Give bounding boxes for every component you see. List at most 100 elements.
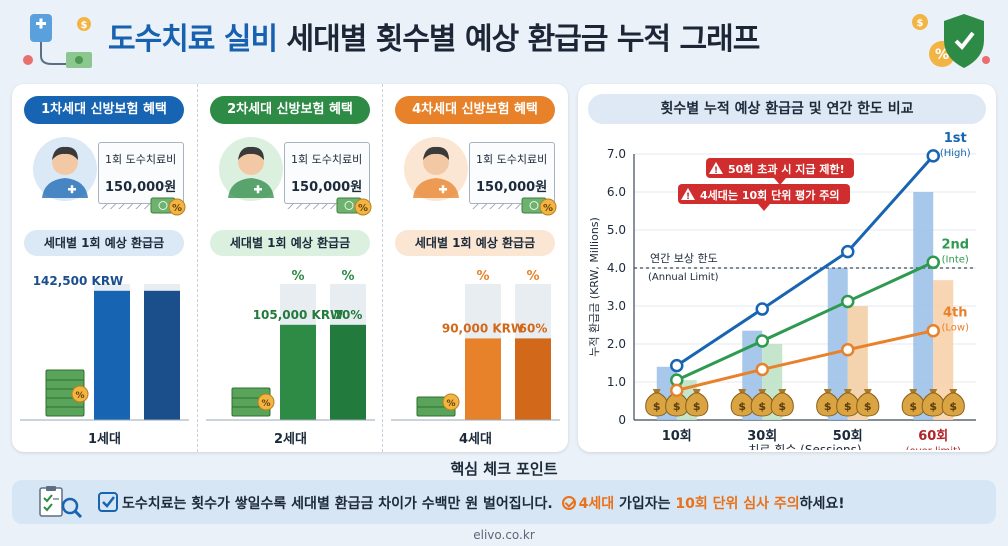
svg-text:!: ! — [714, 166, 718, 176]
svg-text:$: $ — [653, 400, 661, 413]
svg-text:$: $ — [758, 400, 766, 413]
percent-bar — [515, 338, 551, 420]
percent-symbol: % — [341, 269, 354, 284]
check-icon — [98, 492, 118, 512]
svg-text:$: $ — [949, 400, 957, 413]
receipt-label: 1회 도수치료비 — [476, 153, 548, 166]
series-label: 4th — [943, 306, 968, 321]
svg-text:%: % — [172, 203, 182, 214]
svg-text:!: ! — [686, 192, 690, 202]
person-avatar-icon — [219, 137, 283, 201]
cumulative-bar — [827, 268, 848, 420]
series-label: 1st — [944, 132, 967, 146]
percent-bar — [144, 290, 180, 420]
data-point — [755, 302, 769, 316]
gen-title: 1차세대 신방보험 혜택 — [24, 96, 184, 124]
receipt-amount: 150,000원 — [105, 180, 177, 195]
percent-symbol: % — [526, 269, 539, 284]
x-axis-label: 치료 횟수 (Sessions) — [748, 443, 861, 450]
receipt: 1회 도수치료비 150,000원 — [98, 142, 184, 209]
annotation-text: 4세대는 10회 단위 평가 주의 — [700, 188, 839, 202]
svg-text:$: $ — [824, 400, 832, 413]
svg-text:%: % — [446, 399, 455, 409]
percent-bar — [330, 324, 366, 420]
series-sub-label: (Low) — [942, 323, 970, 334]
svg-text:$: $ — [909, 400, 917, 413]
header: $ 도수치료 실비 세대별 횟수별 예상 환급금 누적 그래프 $ % — [0, 0, 1008, 80]
x-tick-label: 30회 — [747, 428, 777, 444]
cumulative-refund-chart: 0 1.0 2.0 3.0 4.0 5.0 6.0 7.0 누적 환급금 (KRW, Milli… — [588, 132, 976, 450]
gen-col-1: 1차세대 신방보험 혜택 1회 도수치료비 150,000원 % 세대별 1회 … — [12, 84, 197, 452]
gen-label: 2세대 — [274, 432, 307, 447]
refund-subtitle: 세대별 1회 예상 환급금 — [24, 230, 184, 256]
svg-text:$: $ — [778, 400, 786, 413]
y-tick-label: 0 — [618, 413, 626, 427]
percent-coin-icon: % — [257, 393, 275, 411]
data-point — [926, 149, 940, 163]
check-hl-2: 10회 단위 심사 주의 — [675, 496, 800, 512]
y-tick-label: 2.0 — [607, 337, 626, 351]
refund-subtitle: 세대별 1회 예상 환급금 — [395, 230, 555, 256]
warning-annotation: ! 50회 초과 시 지급 제한! — [706, 158, 854, 185]
data-point — [670, 358, 684, 373]
cumulative-bar — [933, 280, 954, 420]
chart-title: 횟수별 누적 예상 환급금 및 연간 한도 비교 — [588, 94, 986, 124]
svg-text:%: % — [75, 391, 84, 401]
receipt-label: 1회 도수치료비 — [291, 153, 363, 166]
receipt-amount: 150,000원 — [476, 180, 548, 195]
cumulative-bar — [913, 192, 934, 420]
money-bag-icon: $ — [941, 389, 965, 417]
gen-col-2: 2차세대 신방보험 혜택 1회 도수치료비 150,000원 % 세대별 1회 … — [197, 84, 382, 452]
cumulative-chart-panel: 횟수별 누적 예상 환급금 및 연간 한도 비교 0 1.0 2.0 3.0 4.0 5.… — [578, 84, 996, 452]
annotation-text: 50회 초과 시 지급 제한! — [728, 162, 845, 176]
data-point — [841, 342, 855, 357]
money-bag-icon: $ — [921, 389, 945, 417]
amount-bar — [280, 324, 316, 420]
series-line — [676, 329, 934, 392]
x-tick-label: 50회 — [833, 428, 863, 444]
y-tick-label: 7.0 — [607, 147, 626, 161]
warning-annotation: ! 4세대는 10회 단위 평가 주의 — [678, 184, 850, 211]
cumulative-bar — [847, 306, 868, 420]
svg-text:%: % — [358, 203, 368, 214]
generation-benefits-panel: 1차세대 신방보험 혜택 1회 도수치료비 150,000원 % 세대별 1회 … — [12, 84, 568, 452]
percent-label: 60% — [519, 321, 548, 335]
amount-bar — [94, 290, 130, 420]
receipt: 1회 도수치료비 150,000원 — [284, 142, 370, 209]
y-tick-label: 6.0 — [607, 185, 626, 199]
amount-label: 90,000 KRW — [442, 321, 524, 335]
footer-domain: elivo.co.kr — [473, 528, 535, 542]
data-point — [755, 362, 769, 377]
series-sub-label: (High) — [940, 148, 971, 159]
check-text-1: 도수치료는 횟수가 쌓일수록 세대별 환급금 차이가 수백만 원 벌어집니다. — [122, 496, 553, 512]
svg-text:$: $ — [673, 400, 681, 413]
warning-icon: ! — [681, 188, 695, 202]
gen-title: 4차세대 신방보험 혜택 — [395, 96, 555, 124]
svg-text:$: $ — [693, 400, 701, 413]
series-line — [676, 260, 934, 382]
data-point — [755, 334, 769, 348]
gen-col-4: 4차세대 신방보험 혜택 1회 도수치료비 150,000원 % 세대별 1회 … — [382, 84, 567, 452]
svg-text:$: $ — [844, 400, 852, 413]
check-section-title: 핵심 체크 포인트 — [450, 460, 558, 478]
data-point — [926, 255, 940, 270]
money-bag-icon: $ — [901, 389, 925, 417]
y-tick-label: 4.0 — [607, 261, 626, 275]
gen-title: 2차세대 신방보험 혜택 — [210, 96, 370, 124]
percent-label: 95% — [148, 294, 177, 308]
limit-label: 연간 보상 한도 — [650, 252, 718, 265]
data-point — [841, 294, 855, 309]
check-point-bar: 도수치료는 횟수가 쌓일수록 세대별 환급금 차이가 수백만 원 벌어집니다. … — [12, 480, 996, 524]
limit-sub-label: (Annual Limit) — [648, 272, 719, 283]
person-avatar-icon — [404, 137, 468, 201]
cash-percent-icon: % — [521, 197, 557, 216]
check-point-text: 도수치료는 횟수가 쌓일수록 세대별 환급금 차이가 수백만 원 벌어집니다. … — [122, 493, 845, 513]
gen-label: 1세대 — [88, 432, 121, 447]
cash-stack-icon — [231, 387, 271, 399]
svg-text:$: $ — [864, 400, 872, 413]
amount-label: 105,000 KRW — [253, 308, 344, 322]
page-title: 도수치료 실비 세대별 횟수별 예상 환급금 누적 그래프 — [108, 14, 760, 58]
shield-icon: $ % — [912, 14, 990, 68]
